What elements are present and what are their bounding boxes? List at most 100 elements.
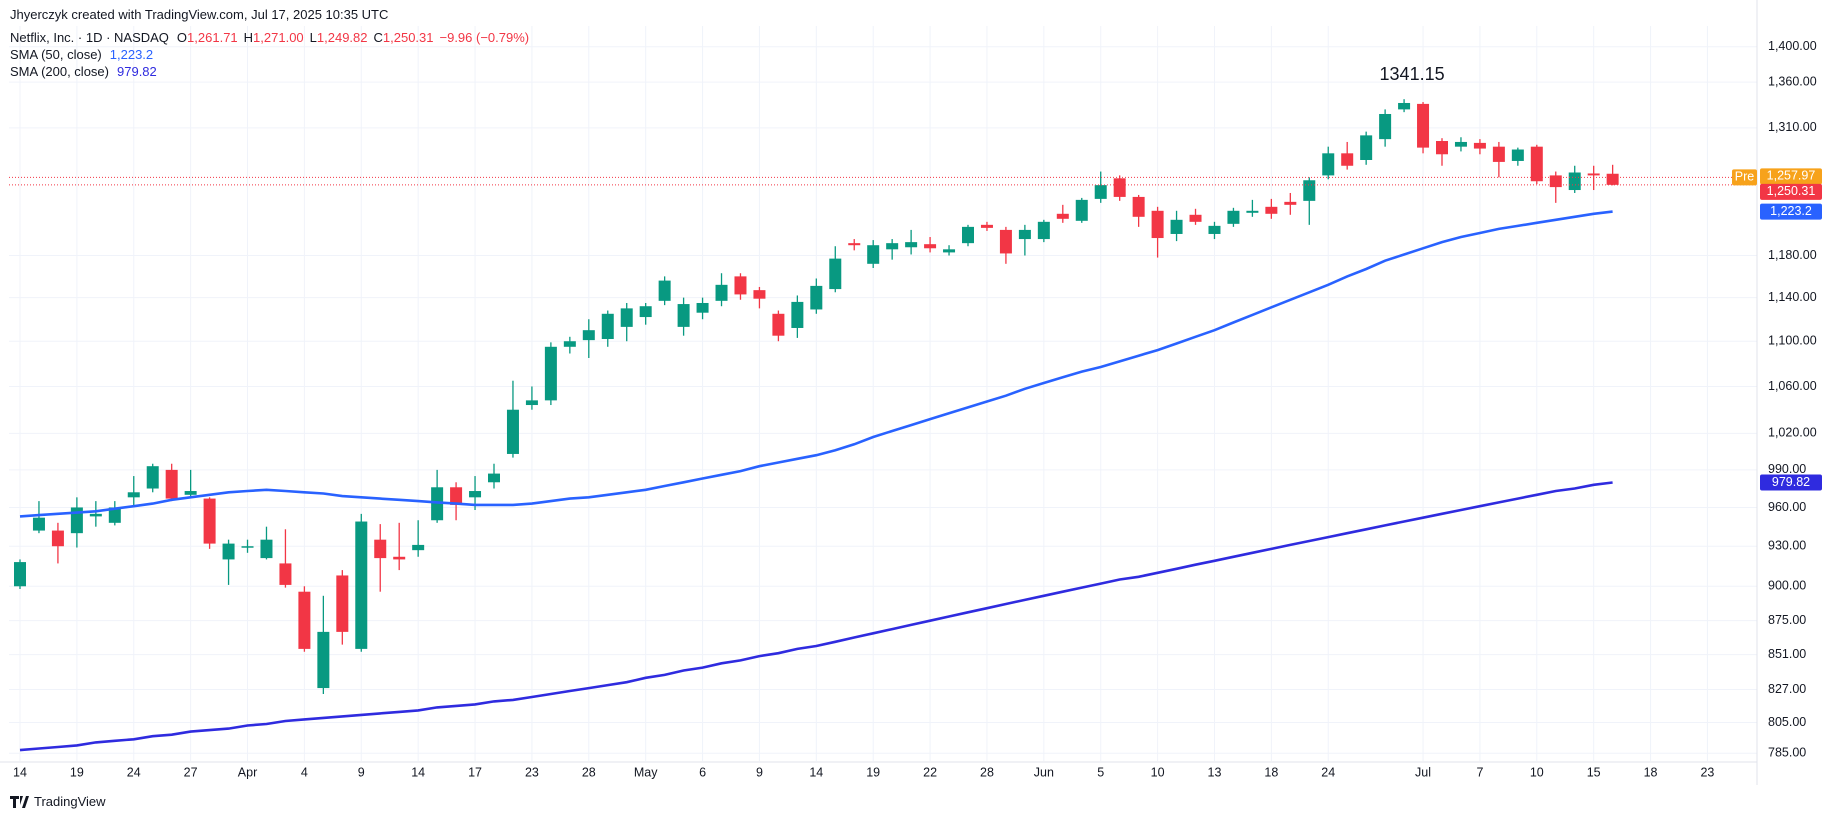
y-tick-label: 785.00 xyxy=(1768,745,1806,759)
candle-body xyxy=(1398,102,1411,110)
candle-body xyxy=(51,530,64,547)
high-annotation: 1341.15 xyxy=(1380,64,1445,84)
x-tick-label: 22 xyxy=(923,765,937,779)
y-tick-label: 805.00 xyxy=(1768,715,1806,729)
candle-body xyxy=(374,539,387,559)
candle-body xyxy=(1170,219,1183,234)
candle-body xyxy=(412,544,425,551)
candle-body xyxy=(1132,196,1145,217)
candle-body xyxy=(962,226,974,244)
y-tick-label: 930.00 xyxy=(1768,539,1806,553)
candle-body xyxy=(1227,210,1240,224)
candle-body xyxy=(696,302,709,313)
candle-body xyxy=(1284,201,1297,205)
y-tick-label: 900.00 xyxy=(1768,579,1806,593)
credit: Jhyerczyk created with TradingView.com, … xyxy=(10,7,389,22)
candle-body xyxy=(1265,206,1278,214)
x-tick-label: 4 xyxy=(301,765,308,779)
candle-body xyxy=(753,290,766,299)
price-tag-label: 1,257.97 xyxy=(1767,169,1816,183)
x-tick-label: 18 xyxy=(1264,765,1278,779)
x-tick-label: Jun xyxy=(1034,765,1054,779)
candle-body xyxy=(563,341,576,347)
x-tick-label: 27 xyxy=(184,765,198,779)
candle-body xyxy=(279,563,292,585)
candle-body xyxy=(1075,199,1088,221)
candle-body xyxy=(999,229,1012,254)
candle-body xyxy=(89,513,102,517)
candle-body xyxy=(222,543,235,560)
x-tick-label: 9 xyxy=(358,765,365,779)
ohlc-key: C xyxy=(373,30,383,45)
candle-body xyxy=(1530,146,1543,182)
header: Jhyerczyk created with TradingView.com, … xyxy=(10,6,529,80)
x-tick-label: 24 xyxy=(127,765,141,779)
candle-body xyxy=(14,562,26,587)
candle-body xyxy=(810,285,823,310)
x-tick-label: Jul xyxy=(1415,765,1431,779)
candle-body xyxy=(1037,221,1050,240)
y-tick-label: 960.00 xyxy=(1768,500,1806,514)
x-tick-label: 10 xyxy=(1151,765,1165,779)
x-tick-label: 18 xyxy=(1644,765,1658,779)
candle-body xyxy=(582,330,595,341)
candle-body xyxy=(1436,141,1448,155)
x-tick-label: 6 xyxy=(699,765,706,779)
candle-body xyxy=(848,243,861,246)
legend-name: SMA (200, close) xyxy=(10,64,109,79)
price-tag-label: 979.82 xyxy=(1772,475,1810,489)
candle-body xyxy=(336,575,349,632)
x-tick-label: 9 xyxy=(756,765,763,779)
candle-body xyxy=(829,258,842,290)
candle-body xyxy=(127,492,140,498)
candle-body xyxy=(1113,178,1126,197)
x-tick-label: 19 xyxy=(866,765,880,779)
sma-line xyxy=(19,210,1613,518)
premarket-label: Pre xyxy=(1735,170,1755,184)
candle-body xyxy=(1606,173,1619,185)
candle-body xyxy=(1417,103,1430,148)
y-tick-label: 990.00 xyxy=(1768,462,1806,476)
ohlc-key: L xyxy=(309,30,317,45)
x-tick-label: May xyxy=(634,765,658,779)
candle-body xyxy=(241,546,254,548)
candle-body xyxy=(355,521,368,649)
candle-body xyxy=(544,346,557,401)
x-tick-label: 14 xyxy=(809,765,823,779)
candle-body xyxy=(943,249,956,253)
candle-body xyxy=(980,224,993,228)
y-tick-label: 1,140.00 xyxy=(1768,290,1817,304)
ohlc-value: 1,261.71 xyxy=(187,30,238,45)
x-tick-label: 13 xyxy=(1208,765,1222,779)
y-tick-label: 1,180.00 xyxy=(1768,248,1817,262)
y-tick-label: 875.00 xyxy=(1768,613,1806,627)
candle-body xyxy=(715,284,728,301)
x-tick-label: 15 xyxy=(1587,765,1601,779)
x-tick-label: 14 xyxy=(411,765,425,779)
y-tick-label: 1,310.00 xyxy=(1768,120,1817,134)
symbol: Netflix, Inc. · 1D · NASDAQ xyxy=(10,30,169,45)
price-tag xyxy=(1760,168,1822,185)
candle-body xyxy=(905,242,918,248)
candle-body xyxy=(1341,153,1354,166)
change: −9.96 (−0.79%) xyxy=(439,30,530,45)
price-tag xyxy=(1760,203,1822,220)
y-tick-label: 1,060.00 xyxy=(1768,379,1817,393)
price-tag-label: 1,223.2 xyxy=(1770,204,1812,218)
y-tick-label: 827.00 xyxy=(1768,682,1806,696)
candle-body xyxy=(525,400,538,406)
candle-body xyxy=(184,491,197,495)
y-tick-label: 1,400.00 xyxy=(1768,39,1817,53)
candle-body xyxy=(165,469,178,499)
candle-body xyxy=(1511,149,1524,161)
candle-body xyxy=(1549,175,1562,188)
candle-body xyxy=(1568,172,1581,191)
candle-body xyxy=(146,466,159,489)
brand: TradingView xyxy=(34,794,106,809)
ohlc-key: O xyxy=(176,30,188,45)
candle-body xyxy=(1360,135,1373,160)
symbol-line: Netflix, Inc. · 1D · NASDAQ O1,261.71 H1,2… xyxy=(10,29,529,46)
candle-body xyxy=(1322,153,1335,176)
candle-body xyxy=(506,409,519,454)
candle-body xyxy=(924,244,937,249)
